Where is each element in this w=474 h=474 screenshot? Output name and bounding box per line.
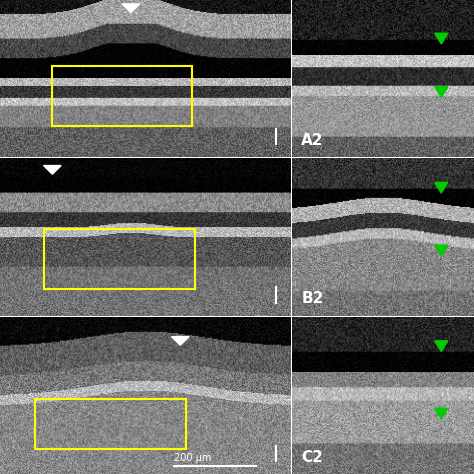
- Bar: [35, 399, 186, 449]
- Polygon shape: [172, 337, 189, 345]
- Text: B2: B2: [301, 291, 324, 306]
- Bar: [52, 66, 192, 126]
- Polygon shape: [122, 4, 140, 13]
- Text: A2: A2: [301, 133, 324, 147]
- Polygon shape: [435, 245, 448, 256]
- Polygon shape: [435, 33, 448, 44]
- Polygon shape: [435, 409, 448, 419]
- Polygon shape: [435, 182, 448, 193]
- Polygon shape: [44, 165, 61, 174]
- Text: C2: C2: [301, 449, 323, 465]
- Polygon shape: [435, 87, 448, 97]
- Polygon shape: [435, 341, 448, 352]
- Text: 200 μm: 200 μm: [174, 453, 212, 463]
- Bar: [44, 229, 195, 289]
